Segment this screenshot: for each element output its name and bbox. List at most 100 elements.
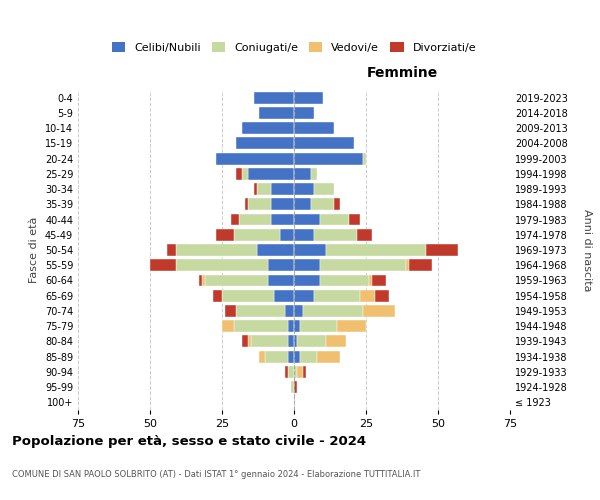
Bar <box>239 214 271 226</box>
Bar <box>205 274 268 286</box>
Y-axis label: Anni di nascita: Anni di nascita <box>581 209 592 291</box>
Bar <box>242 336 248 347</box>
Bar <box>225 305 236 317</box>
Legend: Celibi/Nubili, Coniugati/e, Vedovi/e, Divorziati/e: Celibi/Nubili, Coniugati/e, Vedovi/e, Di… <box>107 38 481 58</box>
Bar <box>222 320 233 332</box>
Bar <box>251 336 288 347</box>
Bar <box>314 229 358 240</box>
Bar <box>294 138 355 149</box>
Bar <box>248 336 251 347</box>
Bar <box>374 290 389 302</box>
Bar <box>300 350 317 362</box>
Bar <box>245 198 248 210</box>
Bar <box>294 305 302 317</box>
Bar <box>320 274 369 286</box>
Bar <box>363 152 366 164</box>
Bar <box>274 290 294 302</box>
Bar <box>288 366 294 378</box>
Bar <box>358 229 372 240</box>
Bar <box>288 320 294 332</box>
Bar <box>216 229 233 240</box>
Bar <box>265 350 288 362</box>
Bar <box>167 244 176 256</box>
Bar <box>349 214 360 226</box>
Bar <box>311 168 317 180</box>
Bar <box>294 92 323 104</box>
Bar <box>320 260 406 271</box>
Bar <box>337 320 366 332</box>
Bar <box>259 350 265 362</box>
Bar <box>150 260 176 271</box>
Bar <box>268 274 294 286</box>
Bar <box>294 366 297 378</box>
Bar <box>294 350 300 362</box>
Bar <box>291 381 294 393</box>
Bar <box>268 260 294 271</box>
Bar <box>254 92 294 104</box>
Bar <box>216 152 294 164</box>
Bar <box>233 320 288 332</box>
Bar <box>294 198 311 210</box>
Bar <box>360 290 374 302</box>
Y-axis label: Fasce di età: Fasce di età <box>29 217 39 283</box>
Bar <box>314 183 334 195</box>
Bar <box>320 214 349 226</box>
Text: COMUNE DI SAN PAOLO SOLBRITO (AT) - Dati ISTAT 1° gennaio 2024 - Elaborazione TU: COMUNE DI SAN PAOLO SOLBRITO (AT) - Dati… <box>12 470 421 479</box>
Bar <box>230 214 239 226</box>
Bar <box>242 122 294 134</box>
Bar <box>314 290 360 302</box>
Bar <box>233 229 280 240</box>
Bar <box>294 274 320 286</box>
Bar <box>317 350 340 362</box>
Bar <box>294 122 334 134</box>
Bar <box>334 198 340 210</box>
Bar <box>363 305 395 317</box>
Bar <box>294 381 297 393</box>
Bar <box>257 244 294 256</box>
Bar <box>302 366 305 378</box>
Bar <box>288 336 294 347</box>
Bar <box>294 320 300 332</box>
Bar <box>271 214 294 226</box>
Bar <box>297 366 302 378</box>
Bar <box>248 198 271 210</box>
Bar <box>311 198 334 210</box>
Bar <box>294 336 297 347</box>
Bar <box>242 168 248 180</box>
Bar <box>286 366 288 378</box>
Bar <box>294 260 320 271</box>
Bar <box>406 260 409 271</box>
Bar <box>259 107 294 119</box>
Bar <box>372 274 386 286</box>
Bar <box>302 305 363 317</box>
Bar <box>369 274 372 286</box>
Bar <box>176 244 257 256</box>
Bar <box>222 290 274 302</box>
Text: Femmine: Femmine <box>367 66 437 80</box>
Bar <box>280 229 294 240</box>
Bar <box>326 244 427 256</box>
Bar <box>294 214 320 226</box>
Bar <box>286 305 294 317</box>
Bar <box>294 183 314 195</box>
Bar <box>300 320 337 332</box>
Bar <box>202 274 205 286</box>
Bar <box>176 260 268 271</box>
Bar <box>248 168 294 180</box>
Bar <box>271 183 294 195</box>
Bar <box>297 336 326 347</box>
Bar <box>271 198 294 210</box>
Bar <box>326 336 346 347</box>
Bar <box>294 107 314 119</box>
Bar <box>294 168 311 180</box>
Bar <box>236 138 294 149</box>
Bar <box>427 244 458 256</box>
Bar <box>214 290 222 302</box>
Bar <box>294 290 314 302</box>
Bar <box>294 152 363 164</box>
Bar <box>257 183 271 195</box>
Bar <box>236 168 242 180</box>
Bar <box>294 229 314 240</box>
Bar <box>409 260 432 271</box>
Bar <box>199 274 202 286</box>
